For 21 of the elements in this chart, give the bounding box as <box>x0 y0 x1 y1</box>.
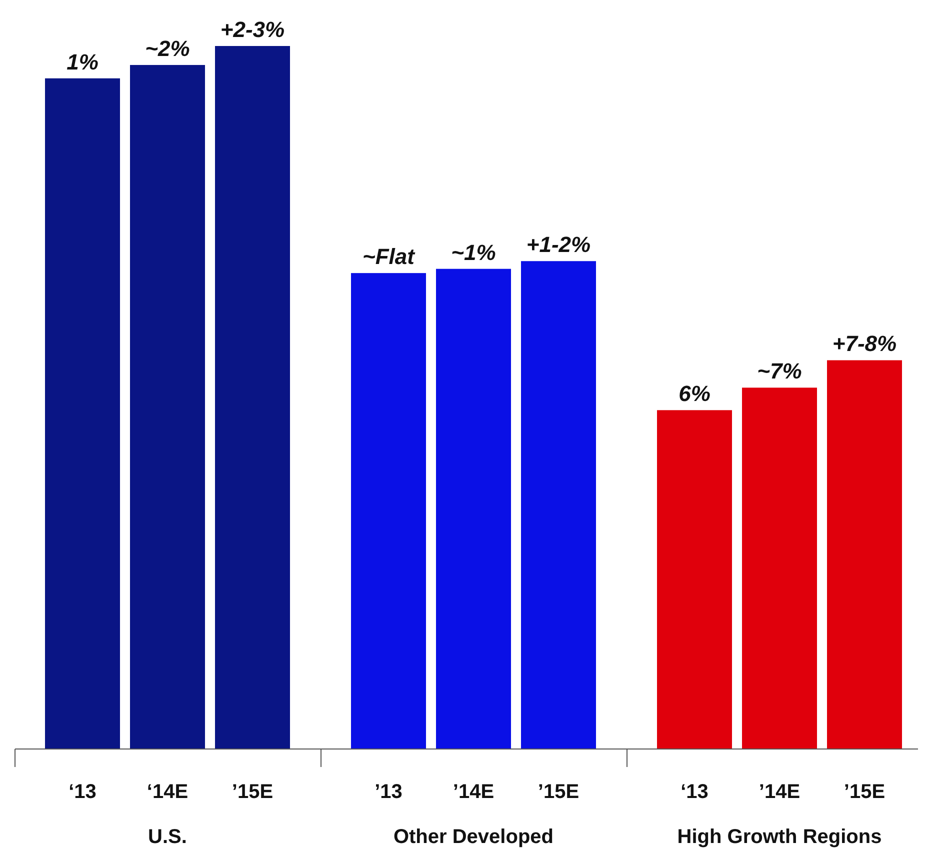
x-tick-label: ’15E <box>232 781 274 803</box>
annotation: 1% <box>66 49 98 74</box>
annotation: ~Flat <box>362 244 416 270</box>
x-tick-label: ‘13 <box>680 781 708 803</box>
annotation: +1-2% <box>526 232 591 258</box>
x-tick-label: ‘13 <box>68 781 96 803</box>
x-tick-label: ’14E <box>758 781 800 803</box>
x-tick-label: ’14E <box>452 781 494 803</box>
text: +2-3% <box>220 17 285 42</box>
text: U.S. <box>148 826 187 848</box>
annotation: ~7% <box>757 358 802 384</box>
x-tick-label: ‘14E <box>146 781 188 803</box>
text: Other Developed <box>393 826 554 848</box>
annotation: +7-8% <box>832 331 897 356</box>
annotation: ~1% <box>451 240 496 265</box>
annotation: ~2% <box>145 36 190 61</box>
text: High Growth Regions <box>677 826 882 848</box>
x-tick-label: ’13 <box>374 781 402 803</box>
x-tick-label: ’15E <box>844 781 886 803</box>
annotation: 6% <box>678 381 710 406</box>
x-tick-label: ’15E <box>538 781 580 803</box>
